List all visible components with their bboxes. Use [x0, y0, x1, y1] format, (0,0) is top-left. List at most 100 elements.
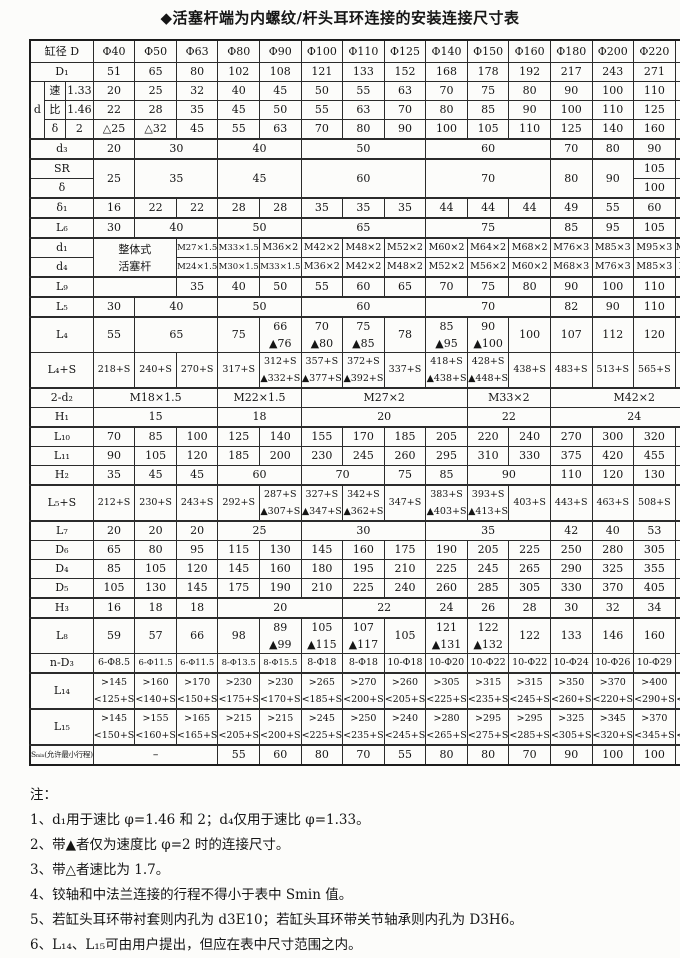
data-cell: >230 <170+S: [259, 672, 302, 710]
data-cell: 25: [134, 81, 177, 101]
data-cell: 463+S: [591, 484, 635, 522]
data-cell: 508+S: [633, 484, 676, 522]
row-label-cell: SR: [29, 158, 94, 179]
data-cell: Φ200: [591, 39, 635, 63]
notes-heading: 注：: [30, 787, 57, 803]
data-cell: 105: [633, 217, 676, 239]
data-cell: 190: [259, 578, 302, 599]
data-cell: M27×1.5: [175, 237, 219, 258]
data-cell: 70: [342, 744, 385, 766]
row-label-cell: L₅: [29, 296, 94, 318]
data-cell: 78: [383, 316, 427, 353]
data-cell: 292+S: [217, 484, 260, 522]
data-cell: 8-Φ18: [342, 653, 385, 674]
data-cell: 250: [549, 540, 593, 560]
data-cell: 105: [466, 119, 510, 140]
data-cell: 55: [300, 100, 344, 120]
data-cell: 337+S: [383, 352, 427, 389]
row-label-cell: d₁: [29, 237, 94, 258]
data-cell: >155 <160+S: [134, 708, 177, 746]
data-cell: Φ40: [92, 39, 136, 63]
row-label-cell: L₁₅: [29, 708, 94, 746]
data-cell: 110: [633, 296, 676, 318]
data-cell: 24: [425, 597, 468, 619]
data-cell: 205: [466, 540, 510, 560]
data-cell: 160: [633, 617, 676, 654]
data-cell: 317+S: [217, 352, 260, 389]
data-cell: 100: [591, 276, 635, 298]
data-cell: 10-Φ24: [549, 653, 593, 674]
table-row: d₁ 整体式 活塞杆 M27×1.5 M33×1.5 M36×2 M42×2 M48×2 M52…: [29, 237, 680, 278]
data-cell: 300: [591, 426, 635, 447]
row-label-cell: δ: [29, 178, 94, 199]
data-cell: 50: [217, 296, 302, 318]
row-label-cell: d: [29, 81, 45, 140]
data-cell: >170 <150+S: [175, 672, 219, 710]
data-cell: 175: [217, 578, 260, 599]
data-cell: M42×2: [300, 237, 344, 258]
row-label-cell: D₅: [29, 578, 94, 599]
data-cell: 80: [425, 100, 468, 120]
data-cell: 85: [134, 426, 177, 447]
data-cell: 35: [134, 158, 219, 199]
data-cell: △25: [92, 119, 136, 140]
row-label-cell: L₁₀: [29, 426, 94, 447]
data-cell: 10-Φ20: [425, 653, 468, 674]
data-cell: 240+S: [134, 352, 177, 389]
data-cell: 102: [217, 62, 260, 82]
table-row: L₁₅ >145 <150+S >155 <160+S >165 <165+S >215 <20…: [29, 708, 680, 746]
row-label-cell: n-D₃: [29, 653, 94, 674]
data-cell: 100: [175, 426, 219, 447]
data-cell: 122: [674, 296, 680, 318]
table-row: Sₘᵢₙ(允许最小行程)–556080705580807090100100105: [29, 744, 680, 766]
data-cell: M95×3: [633, 237, 676, 258]
data-cell: 70: [300, 465, 385, 486]
data-cell: 70: [92, 426, 136, 447]
data-cell: 98: [217, 617, 260, 654]
data-cell: >145 <125+S: [92, 672, 136, 710]
data-cell: M105×3: [674, 237, 680, 258]
data-cell: >325 <305+S: [549, 708, 593, 746]
data-cell: 35: [92, 465, 136, 486]
data-cell: 66 ▲76: [259, 316, 302, 353]
table-row: D₄ 85 105 120 145 160 180 195 210 225 245 265 290 325…: [29, 559, 680, 579]
data-cell: >215 <205+S: [217, 708, 260, 746]
data-cell: Φ160: [508, 39, 551, 63]
data-cell: 63: [342, 100, 385, 120]
table-row: H₁ 15 18 20 22 24: [29, 407, 680, 428]
data-cell: 105: [134, 446, 177, 466]
data-cell: 55: [217, 119, 260, 140]
data-cell: 428+S ▲448+S: [466, 352, 510, 389]
row-label-cell: δ₁: [29, 197, 94, 219]
data-cell: 70: [674, 197, 680, 219]
data-cell: 1.46: [64, 100, 94, 120]
data-cell: 89 ▲99: [259, 617, 302, 654]
data-cell: 40: [591, 520, 635, 541]
data-cell: 110: [549, 465, 593, 486]
data-cell: 30: [92, 296, 136, 318]
data-cell: M33×2: [466, 387, 551, 408]
data-cell: 180: [674, 119, 680, 140]
data-cell: 100: [508, 316, 551, 353]
data-cell: 220: [466, 426, 510, 447]
data-cell: >280 <265+S: [425, 708, 468, 746]
row-label-cell: δ: [43, 119, 66, 140]
data-cell: M60×2: [425, 237, 468, 258]
data-cell: 25: [92, 158, 136, 199]
row-label-cell: 比: [43, 100, 66, 120]
row-label-cell: Sₘᵢₙ(允许最小行程): [29, 744, 94, 766]
data-cell: 112: [591, 316, 635, 353]
data-cell: 297: [674, 62, 680, 82]
data-cell: 90: [92, 446, 136, 466]
data-cell: 557+S: [674, 484, 680, 522]
data-cell: >350 <260+S: [549, 672, 593, 710]
data-cell: M52×2: [383, 237, 427, 258]
data-cell: 383+S ▲403+S: [425, 484, 468, 522]
data-cell: 20: [134, 520, 177, 541]
table-row: d₄ M24×1.5 M30×1.5 M33×1.5 M36×2 M42×2 M48×2 M5…: [29, 257, 680, 278]
data-cell: 22: [175, 197, 219, 219]
data-cell: 140: [259, 426, 302, 447]
data-cell: 80: [591, 138, 635, 160]
data-cell: 35: [425, 520, 551, 541]
data-cell: 327+S ▲347+S: [300, 484, 344, 522]
